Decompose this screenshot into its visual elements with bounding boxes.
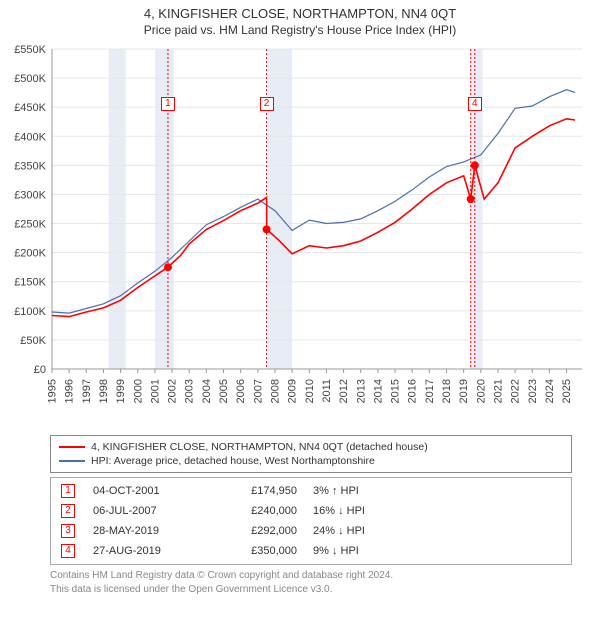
- footer-line2: This data is licensed under the Open Gov…: [50, 583, 572, 597]
- sales-table: 1 04-OCT-2001 £174,950 3% ↑ HPI 2 06-JUL…: [50, 477, 572, 565]
- svg-text:2017: 2017: [424, 379, 436, 403]
- sale-marker-icon: 4: [61, 544, 75, 558]
- svg-text:£550K: £550K: [14, 44, 46, 56]
- svg-text:2022: 2022: [510, 379, 522, 403]
- svg-text:1997: 1997: [81, 379, 93, 403]
- chart-marker-2-icon: 2: [260, 97, 274, 111]
- sale-marker-icon: 2: [61, 504, 75, 518]
- sale-date: 06-JUL-2007: [93, 505, 203, 517]
- svg-text:2023: 2023: [527, 379, 539, 403]
- svg-text:£300K: £300K: [14, 189, 46, 201]
- svg-text:1999: 1999: [115, 379, 127, 403]
- sale-date: 04-OCT-2001: [93, 485, 203, 497]
- chart-marker-1-icon: 1: [161, 97, 175, 111]
- sale-delta: 3% ↑ HPI: [313, 485, 433, 497]
- footer-attribution: Contains HM Land Registry data © Crown c…: [50, 569, 572, 596]
- sale-row: 3 28-MAY-2019 £292,000 24% ↓ HPI: [57, 521, 565, 541]
- svg-text:2002: 2002: [167, 379, 179, 403]
- sale-price: £292,000: [213, 525, 303, 537]
- footer-line1: Contains HM Land Registry data © Crown c…: [50, 569, 572, 583]
- svg-text:2025: 2025: [561, 379, 573, 403]
- chart-subtitle: Price paid vs. HM Land Registry's House …: [0, 23, 600, 37]
- legend-label-hpi: HPI: Average price, detached house, West…: [91, 455, 375, 467]
- svg-text:2016: 2016: [407, 379, 419, 403]
- svg-text:1996: 1996: [64, 379, 76, 403]
- svg-text:£450K: £450K: [14, 102, 46, 114]
- svg-text:£350K: £350K: [14, 160, 46, 172]
- svg-text:£400K: £400K: [14, 131, 46, 143]
- svg-text:2004: 2004: [201, 379, 213, 403]
- svg-text:2009: 2009: [287, 379, 299, 403]
- sale-delta: 9% ↓ HPI: [313, 545, 433, 557]
- sale-row: 4 27-AUG-2019 £350,000 9% ↓ HPI: [57, 541, 565, 561]
- svg-text:£50K: £50K: [20, 335, 46, 347]
- line-chart: £0 £50K £100K £150K £200K £250K £300K £350K £400…: [0, 39, 600, 429]
- svg-text:2020: 2020: [475, 379, 487, 403]
- chart-title: 4, KINGFISHER CLOSE, NORTHAMPTON, NN4 0Q…: [0, 6, 600, 21]
- svg-text:2011: 2011: [321, 379, 333, 403]
- svg-text:£500K: £500K: [14, 73, 46, 85]
- sale-delta: 24% ↓ HPI: [313, 525, 433, 537]
- svg-text:2021: 2021: [492, 379, 504, 403]
- svg-text:1995: 1995: [47, 379, 59, 403]
- sale-row: 1 04-OCT-2001 £174,950 3% ↑ HPI: [57, 481, 565, 501]
- svg-text:2000: 2000: [132, 379, 144, 403]
- svg-text:2024: 2024: [544, 379, 556, 403]
- sale-price: £174,950: [213, 485, 303, 497]
- svg-text:1998: 1998: [98, 379, 110, 403]
- svg-text:£250K: £250K: [14, 219, 46, 231]
- legend-swatch-hpi: [59, 460, 85, 462]
- svg-text:2019: 2019: [458, 379, 470, 403]
- sale-date: 28-MAY-2019: [93, 525, 203, 537]
- legend: 4, KINGFISHER CLOSE, NORTHAMPTON, NN4 0Q…: [50, 435, 572, 473]
- sale-date: 27-AUG-2019: [93, 545, 203, 557]
- legend-label-property: 4, KINGFISHER CLOSE, NORTHAMPTON, NN4 0Q…: [91, 441, 428, 453]
- chart-marker-4-icon: 4: [468, 97, 482, 111]
- svg-text:£150K: £150K: [14, 277, 46, 289]
- chart-area: £0 £50K £100K £150K £200K £250K £300K £350K £400…: [0, 39, 600, 429]
- svg-text:2018: 2018: [441, 379, 453, 403]
- svg-text:2015: 2015: [390, 379, 402, 403]
- svg-text:2001: 2001: [149, 379, 161, 403]
- svg-text:2006: 2006: [235, 379, 247, 403]
- svg-text:2005: 2005: [218, 379, 230, 403]
- svg-text:£200K: £200K: [14, 248, 46, 260]
- svg-text:£100K: £100K: [14, 306, 46, 318]
- sale-marker-icon: 3: [61, 524, 75, 538]
- svg-text:2012: 2012: [338, 379, 350, 403]
- svg-text:2010: 2010: [304, 379, 316, 403]
- legend-swatch-property: [59, 446, 85, 448]
- svg-text:2014: 2014: [372, 379, 384, 403]
- sale-price: £350,000: [213, 545, 303, 557]
- svg-text:2003: 2003: [184, 379, 196, 403]
- sale-marker-icon: 1: [61, 484, 75, 498]
- sale-price: £240,000: [213, 505, 303, 517]
- svg-text:2008: 2008: [269, 379, 281, 403]
- sale-delta: 16% ↓ HPI: [313, 505, 433, 517]
- sale-row: 2 06-JUL-2007 £240,000 16% ↓ HPI: [57, 501, 565, 521]
- svg-text:2007: 2007: [252, 379, 264, 403]
- svg-text:2013: 2013: [355, 379, 367, 403]
- svg-text:£0: £0: [34, 364, 46, 376]
